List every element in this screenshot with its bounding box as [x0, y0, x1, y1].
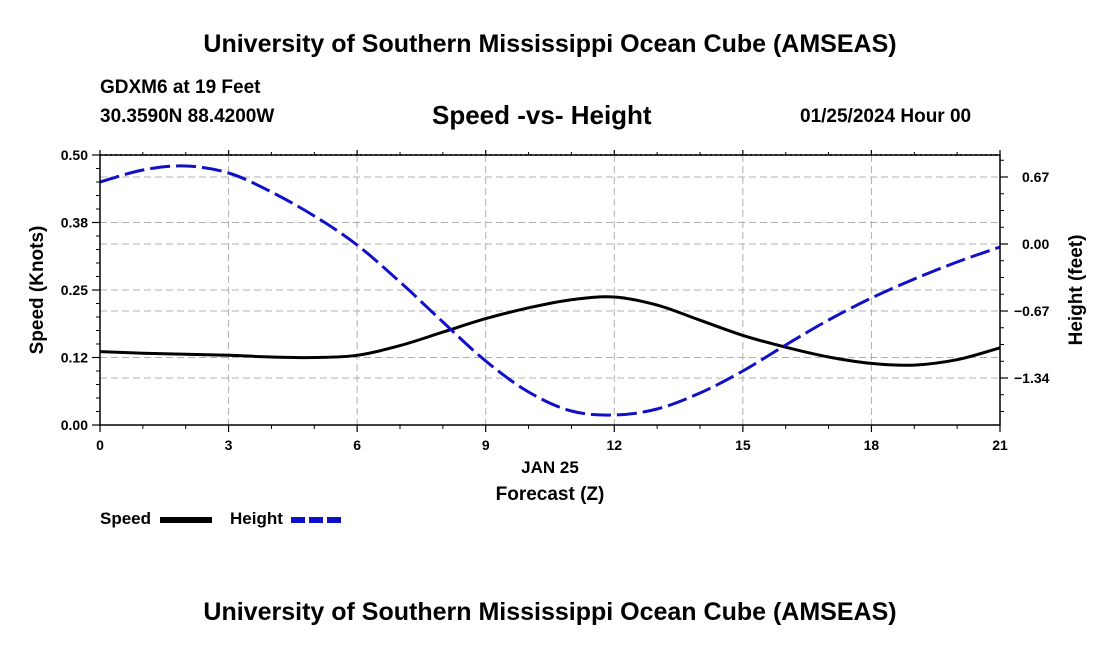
y-right-tick-label: 0.00 — [1022, 236, 1049, 252]
x-tick-label: 12 — [606, 437, 622, 453]
legend-height-label: Height — [230, 509, 283, 528]
station-label: GDXM6 at 19 Feet — [100, 77, 261, 98]
y-left-tick-label: 0.00 — [61, 417, 88, 433]
x-tick-label: 18 — [864, 437, 880, 453]
y-right-tick-label: −0.67 — [1014, 303, 1050, 319]
x-tick-label: 9 — [482, 437, 490, 453]
x-tick-label: 6 — [353, 437, 361, 453]
y-right-tick-label: 0.67 — [1022, 169, 1049, 185]
y-left-tick-label: 0.38 — [61, 215, 88, 231]
legend-speed-label: Speed — [100, 509, 152, 528]
x-axis-date-label: JAN 25 — [521, 458, 579, 477]
x-tick-label: 0 — [96, 437, 104, 453]
tick-layer — [92, 150, 1008, 432]
page-title: University of Southern Mississippi Ocean… — [203, 30, 897, 58]
y-left-tick-label: 0.12 — [61, 350, 88, 366]
y-axis-left-title: Speed (Knots) — [27, 226, 48, 355]
x-tick-label: 15 — [735, 437, 751, 453]
series-layer — [99, 164, 1001, 417]
chart-title: Speed -vs- Height — [432, 100, 652, 130]
y-right-tick-label: −1.34 — [1014, 370, 1050, 386]
x-tick-label: 3 — [225, 437, 233, 453]
grid-layer — [100, 154, 1000, 425]
y-axis-right-title: Height (feet) — [1066, 235, 1087, 346]
forecast-datetime: 01/25/2024 Hour 00 — [800, 106, 972, 127]
series-line-speed — [99, 295, 1001, 367]
y-left-tick-label: 0.25 — [61, 282, 88, 298]
label-layer: 0 3 6 9 12 15 18 21 0.00 0.12 0.25 0.38 0.50 0.67 0.00… — [61, 147, 1050, 453]
x-tick-label: 21 — [992, 437, 1008, 453]
series-line-height — [99, 164, 1001, 417]
footer-title: University of Southern Mississippi Ocean… — [203, 598, 897, 626]
coordinates-label: 30.3590N 88.4200W — [100, 106, 275, 127]
x-axis-title: Forecast (Z) — [496, 484, 605, 505]
y-left-tick-label: 0.50 — [61, 147, 88, 163]
